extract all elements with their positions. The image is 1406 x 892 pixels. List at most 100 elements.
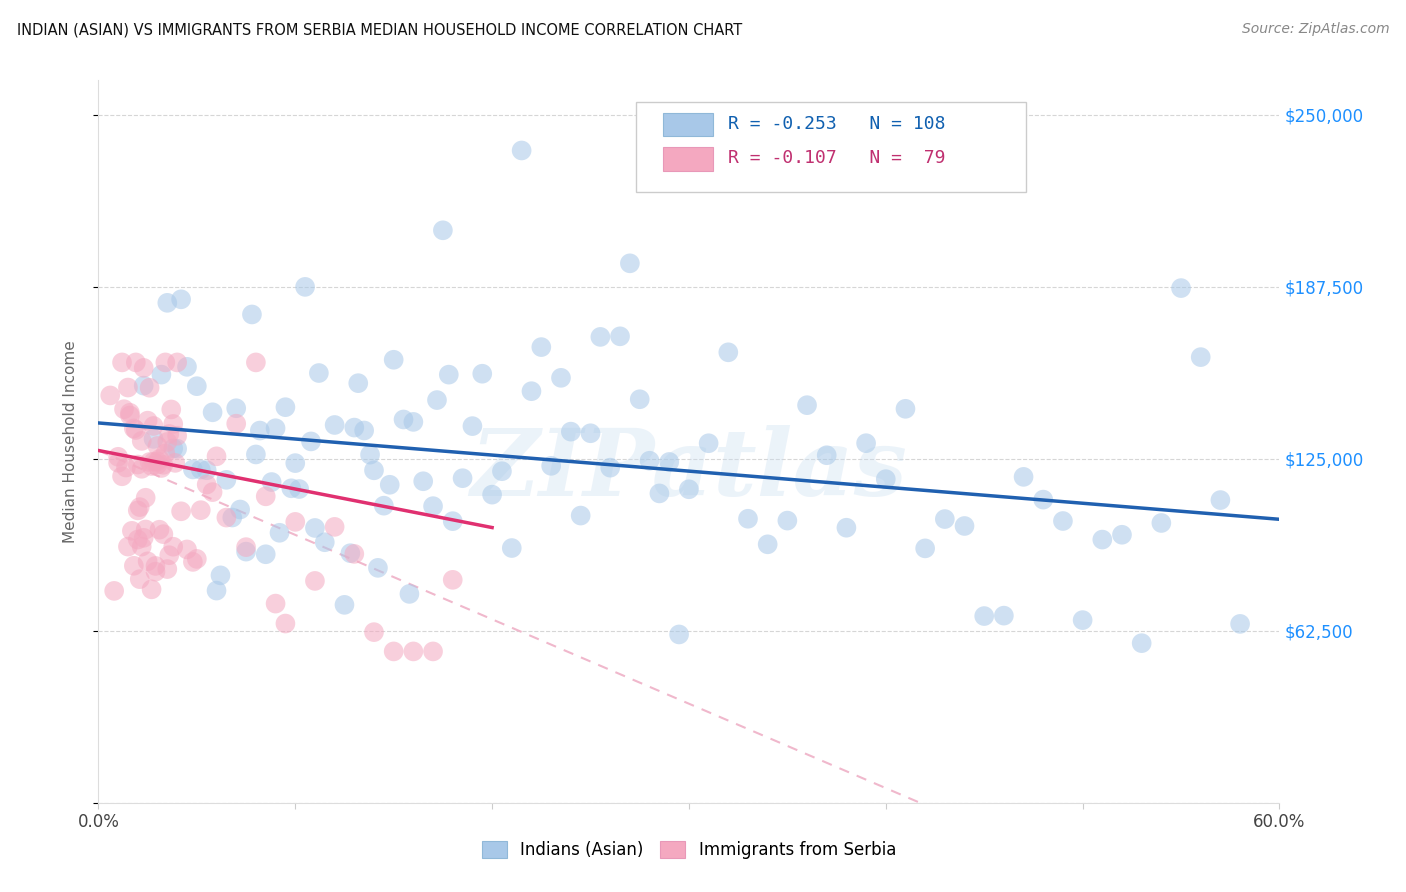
Immigrants from Serbia bbox=[103, 583, 125, 598]
Indians (Asian) bbox=[215, 473, 238, 487]
Indians (Asian) bbox=[993, 608, 1015, 623]
Immigrants from Serbia bbox=[112, 402, 135, 417]
Indians (Asian) bbox=[333, 598, 356, 612]
Immigrants from Serbia bbox=[156, 562, 179, 576]
Indians (Asian) bbox=[1229, 616, 1251, 631]
Immigrants from Serbia bbox=[160, 402, 183, 417]
Immigrants from Serbia bbox=[148, 452, 170, 467]
Immigrants from Serbia bbox=[156, 434, 179, 449]
Indians (Asian) bbox=[304, 521, 326, 535]
Indians (Asian) bbox=[378, 477, 401, 491]
Indians (Asian) bbox=[254, 547, 277, 561]
Indians (Asian) bbox=[934, 512, 956, 526]
Indians (Asian) bbox=[426, 393, 449, 408]
Immigrants from Serbia bbox=[107, 450, 129, 464]
Immigrants from Serbia bbox=[131, 462, 153, 476]
Immigrants from Serbia bbox=[138, 381, 160, 395]
Indians (Asian) bbox=[308, 366, 330, 380]
Indians (Asian) bbox=[353, 424, 375, 438]
Immigrants from Serbia bbox=[118, 409, 141, 423]
Immigrants from Serbia bbox=[135, 523, 157, 537]
Immigrants from Serbia bbox=[363, 625, 385, 640]
Indians (Asian) bbox=[1170, 281, 1192, 295]
Indians (Asian) bbox=[550, 371, 572, 385]
Indians (Asian) bbox=[875, 472, 897, 486]
Indians (Asian) bbox=[166, 442, 188, 456]
Immigrants from Serbia bbox=[155, 355, 177, 369]
Immigrants from Serbia bbox=[121, 524, 143, 538]
Indians (Asian) bbox=[156, 295, 179, 310]
Immigrants from Serbia bbox=[166, 355, 188, 369]
Indians (Asian) bbox=[264, 421, 287, 435]
Immigrants from Serbia bbox=[186, 552, 208, 566]
Immigrants from Serbia bbox=[235, 540, 257, 554]
Indians (Asian) bbox=[668, 627, 690, 641]
Immigrants from Serbia bbox=[98, 388, 121, 402]
Immigrants from Serbia bbox=[402, 644, 425, 658]
Immigrants from Serbia bbox=[142, 455, 165, 469]
Immigrants from Serbia bbox=[145, 565, 167, 579]
Indians (Asian) bbox=[205, 583, 228, 598]
Indians (Asian) bbox=[1130, 636, 1153, 650]
Immigrants from Serbia bbox=[304, 574, 326, 588]
Indians (Asian) bbox=[599, 460, 621, 475]
Indians (Asian) bbox=[1052, 514, 1074, 528]
Text: R = -0.107   N =  79: R = -0.107 N = 79 bbox=[728, 149, 945, 168]
Indians (Asian) bbox=[288, 482, 311, 496]
Indians (Asian) bbox=[437, 368, 460, 382]
Immigrants from Serbia bbox=[115, 460, 138, 475]
Indians (Asian) bbox=[170, 293, 193, 307]
Indians (Asian) bbox=[894, 401, 917, 416]
Immigrants from Serbia bbox=[190, 503, 212, 517]
Indians (Asian) bbox=[678, 483, 700, 497]
Indians (Asian) bbox=[1032, 492, 1054, 507]
Indians (Asian) bbox=[347, 376, 370, 391]
Indians (Asian) bbox=[225, 401, 247, 416]
Immigrants from Serbia bbox=[107, 456, 129, 470]
Legend: Indians (Asian), Immigrants from Serbia: Indians (Asian), Immigrants from Serbia bbox=[482, 841, 896, 860]
Indians (Asian) bbox=[1071, 613, 1094, 627]
Indians (Asian) bbox=[245, 447, 267, 461]
Immigrants from Serbia bbox=[131, 434, 153, 448]
Indians (Asian) bbox=[717, 345, 740, 359]
Indians (Asian) bbox=[240, 308, 263, 322]
Immigrants from Serbia bbox=[132, 531, 155, 545]
Indians (Asian) bbox=[201, 405, 224, 419]
Indians (Asian) bbox=[323, 417, 346, 432]
Indians (Asian) bbox=[609, 329, 631, 343]
Immigrants from Serbia bbox=[150, 461, 173, 475]
Immigrants from Serbia bbox=[274, 616, 297, 631]
Immigrants from Serbia bbox=[132, 360, 155, 375]
Indians (Asian) bbox=[589, 330, 612, 344]
Indians (Asian) bbox=[737, 512, 759, 526]
Y-axis label: Median Household Income: Median Household Income bbox=[63, 340, 77, 543]
Indians (Asian) bbox=[229, 502, 252, 516]
Indians (Asian) bbox=[973, 609, 995, 624]
Immigrants from Serbia bbox=[141, 582, 163, 597]
Indians (Asian) bbox=[579, 426, 602, 441]
Immigrants from Serbia bbox=[284, 515, 307, 529]
Immigrants from Serbia bbox=[117, 380, 139, 394]
Immigrants from Serbia bbox=[245, 355, 267, 369]
Indians (Asian) bbox=[209, 568, 232, 582]
Immigrants from Serbia bbox=[152, 527, 174, 541]
Indians (Asian) bbox=[195, 463, 218, 477]
Indians (Asian) bbox=[176, 359, 198, 374]
Immigrants from Serbia bbox=[128, 500, 150, 514]
Indians (Asian) bbox=[260, 475, 283, 489]
Immigrants from Serbia bbox=[127, 503, 149, 517]
Text: INDIAN (ASIAN) VS IMMIGRANTS FROM SERBIA MEDIAN HOUSEHOLD INCOME CORRELATION CHA: INDIAN (ASIAN) VS IMMIGRANTS FROM SERBIA… bbox=[17, 22, 742, 37]
Indians (Asian) bbox=[569, 508, 592, 523]
Indians (Asian) bbox=[855, 436, 877, 450]
Indians (Asian) bbox=[560, 425, 582, 439]
FancyBboxPatch shape bbox=[664, 147, 713, 170]
Indians (Asian) bbox=[501, 541, 523, 555]
Immigrants from Serbia bbox=[157, 427, 180, 442]
Indians (Asian) bbox=[190, 462, 212, 476]
Immigrants from Serbia bbox=[215, 510, 238, 524]
Indians (Asian) bbox=[953, 519, 976, 533]
Indians (Asian) bbox=[628, 392, 651, 407]
Indians (Asian) bbox=[367, 561, 389, 575]
Immigrants from Serbia bbox=[343, 547, 366, 561]
Indians (Asian) bbox=[461, 419, 484, 434]
